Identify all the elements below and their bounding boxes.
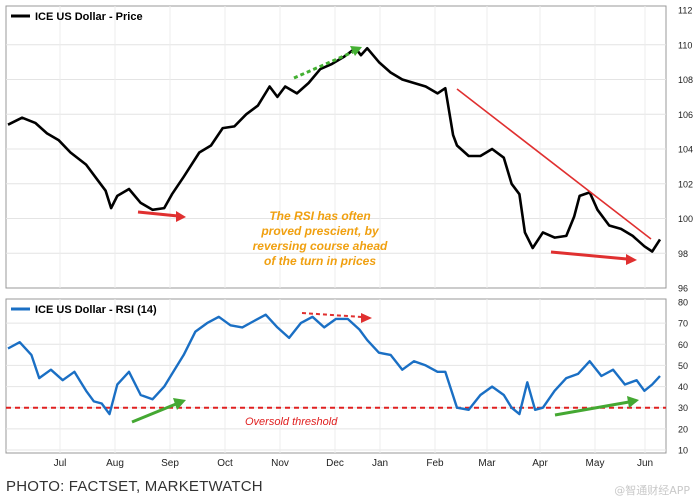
- x-axis-month-label: Jan: [372, 458, 388, 469]
- rsi-legend: ICE US Dollar - RSI (14): [11, 304, 157, 316]
- rsi-green-arrow-aug-head: [173, 398, 186, 410]
- price-red-arrow-jun: [550, 250, 628, 261]
- x-axis-month-label: Aug: [106, 458, 124, 469]
- price-y-tick-label: 100: [678, 214, 693, 224]
- rsi-y-tick-label: 50: [678, 361, 688, 371]
- rsi-y-axis: 10 20 30 40 50 60 70 80: [678, 298, 688, 456]
- rsi-green-arrow-jun-head: [627, 396, 639, 408]
- price-red-arrow-aug-head: [176, 211, 186, 222]
- x-axis-month-label: Nov: [271, 458, 289, 469]
- x-axis-month-label: Mar: [478, 458, 496, 469]
- rsi-y-tick-label: 30: [678, 403, 688, 413]
- rsi-y-tick-label: 80: [678, 298, 688, 308]
- price-red-arrow-aug: [137, 210, 179, 218]
- price-annotation-line: reversing course ahead: [253, 239, 388, 253]
- rsi-red-dashed-arrow-head: [361, 313, 372, 323]
- rsi-y-tick-label: 10: [678, 446, 688, 456]
- rsi-green-arrow-jun: [554, 400, 630, 417]
- rsi-y-tick-label: 60: [678, 340, 688, 350]
- x-axis-months: Jul Aug Sep Oct Nov Dec Jan Feb Mar Apr May Jun: [54, 458, 653, 469]
- x-axis-month-label: Feb: [426, 458, 444, 469]
- price-y-tick-label: 98: [678, 249, 688, 259]
- rsi-threshold-label: Oversold threshold: [245, 416, 338, 428]
- price-y-tick-label: 112: [678, 6, 692, 16]
- rsi-plot-frame: [5, 298, 667, 454]
- rsi-y-tick-label: 40: [678, 382, 688, 392]
- rsi-series-line: [7, 313, 661, 416]
- rsi-red-dashed-arrow: [301, 312, 363, 318]
- price-y-tick-label: 102: [678, 179, 693, 189]
- watermark: @智通财经APP: [614, 484, 690, 497]
- price-annotation-line: proved prescient, by: [260, 224, 380, 238]
- price-annotation-line: The RSI has often: [269, 209, 370, 223]
- price-plot-frame: [5, 5, 667, 289]
- x-axis-month-label: Dec: [326, 458, 344, 469]
- rsi-y-tick-label: 20: [678, 424, 688, 434]
- price-downtrend-line: [456, 88, 652, 240]
- price-y-tick-label: 96: [678, 284, 688, 294]
- price-annotation-line: of the turn in prices: [264, 254, 376, 268]
- x-axis-month-label: Jul: [54, 458, 67, 469]
- price-y-tick-label: 104: [678, 145, 693, 155]
- price-legend: ICE US Dollar - Price: [11, 11, 143, 23]
- price-y-tick-label: 108: [678, 75, 693, 85]
- x-axis-month-label: Jun: [637, 458, 653, 469]
- rsi-title: ICE US Dollar - RSI (14): [35, 304, 157, 316]
- x-axis-month-label: May: [586, 458, 605, 469]
- price-panel: 96 98 100 102 104 106 108 110 112 ICE US Dollar …: [5, 5, 693, 294]
- price-green-dashed-arrow: [293, 50, 354, 80]
- price-title: ICE US Dollar - Price: [35, 11, 143, 23]
- x-axis-month-label: Sep: [161, 458, 179, 469]
- photo-credit: PHOTO: FACTSET, MARKETWATCH: [6, 478, 263, 495]
- rsi-y-tick-label: 70: [678, 319, 688, 329]
- x-axis-month-label: Oct: [217, 458, 233, 469]
- price-red-arrow-jun-head: [626, 254, 637, 265]
- rsi-panel: 10 20 30 40 50 60 70 80 ICE US Dollar - RSI (14…: [5, 298, 688, 456]
- price-y-axis: 96 98 100 102 104 106 108 110 112: [678, 6, 693, 294]
- price-green-dashed-arrow-head: [350, 46, 362, 56]
- price-y-tick-label: 106: [678, 110, 693, 120]
- rsi-green-arrow-aug: [131, 402, 177, 424]
- x-axis-month-label: Apr: [532, 458, 548, 469]
- price-y-tick-label: 110: [678, 40, 692, 50]
